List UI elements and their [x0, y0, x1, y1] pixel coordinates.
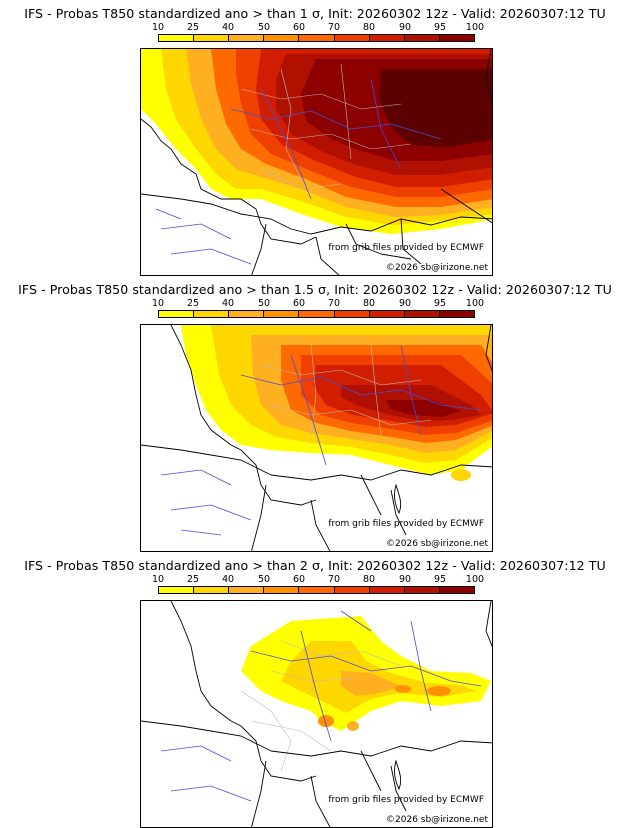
source-credit: from grib files provided by ECMWF	[328, 519, 484, 529]
colorbar-segment	[439, 311, 474, 317]
colorbar-tick: 80	[362, 22, 376, 33]
colorbar-tick: 95	[433, 22, 447, 33]
colorbar-segment	[439, 587, 474, 593]
colorbar-tick: 100	[465, 22, 485, 33]
colorbar-segment	[369, 35, 405, 41]
colorbar-tick: 40	[221, 574, 235, 585]
colorbar-segment	[334, 587, 370, 593]
colorbar-tick: 50	[257, 22, 271, 33]
colorbar-segment	[404, 587, 440, 593]
panel-title: IFS - Probas T850 standardized ano > tha…	[24, 558, 606, 573]
colorbar-tick: 40	[221, 298, 235, 309]
map-canvas	[141, 49, 492, 275]
colorbar	[158, 310, 475, 318]
prob-spot	[318, 715, 334, 727]
colorbar-segment	[159, 35, 195, 41]
probability-map: from grib files provided by ECMWF ©2026 …	[140, 600, 493, 828]
panel-sigma-1: IFS - Probas T850 standardized ano > tha…	[0, 0, 630, 276]
probability-map: from grib files provided by ECMWF ©2026 …	[140, 324, 493, 552]
colorbar-segment	[159, 587, 195, 593]
colorbar-segment	[439, 35, 474, 41]
coastlines	[141, 49, 492, 275]
colorbar-tick: 90	[398, 574, 412, 585]
prob-spot	[347, 721, 359, 731]
prob-spot	[395, 685, 411, 693]
colorbar	[158, 34, 475, 42]
colorbar-tick: 90	[398, 298, 412, 309]
colorbar-ticks: 10 25 40 50 60 70 80 90 95 100	[152, 22, 484, 34]
copyright-credit: ©2026 sb@irizone.net	[386, 263, 488, 273]
colorbar-tick: 80	[362, 298, 376, 309]
colorbar-tick: 10	[151, 574, 165, 585]
copyright-credit: ©2026 sb@irizone.net	[386, 815, 488, 825]
colorbar-tick: 10	[151, 298, 165, 309]
colorbar-segment	[334, 311, 370, 317]
prob-area-100	[379, 69, 492, 147]
colorbar-segment	[194, 587, 230, 593]
colorbar-tick: 50	[257, 298, 271, 309]
colorbar-ticks: 10 25 40 50 60 70 80 90 95 100	[152, 574, 484, 586]
colorbar-tick: 25	[186, 22, 200, 33]
colorbar-segment	[194, 35, 230, 41]
colorbar-tick: 90	[398, 22, 412, 33]
colorbar-tick: 60	[292, 574, 306, 585]
admin-borders	[240, 640, 402, 772]
colorbar-segment	[229, 311, 265, 317]
colorbar-segment	[299, 311, 335, 317]
panel-title: IFS - Probas T850 standardized ano > tha…	[18, 282, 612, 297]
colorbar-segment	[159, 311, 195, 317]
colorbar-tick: 95	[433, 574, 447, 585]
colorbar-segment	[404, 311, 440, 317]
colorbar-segment	[264, 587, 300, 593]
map-canvas	[141, 601, 492, 827]
prob-spot	[451, 469, 471, 481]
colorbar-segment	[299, 587, 335, 593]
colorbar-tick: 50	[257, 574, 271, 585]
copyright-credit: ©2026 sb@irizone.net	[386, 539, 488, 549]
panel-sigma-2: IFS - Probas T850 standardized ano > tha…	[0, 552, 630, 828]
colorbar-tick: 40	[221, 22, 235, 33]
probability-map: from grib files provided by ECMWF ©2026 …	[140, 48, 493, 276]
coastlines	[141, 325, 492, 551]
colorbar-segment	[299, 35, 335, 41]
colorbar-tick: 25	[186, 298, 200, 309]
admin-borders	[260, 344, 432, 436]
prob-area-40	[341, 671, 401, 696]
colorbar-tick: 100	[465, 298, 485, 309]
admin-borders	[240, 63, 412, 190]
colorbar-segment	[264, 35, 300, 41]
rivers	[160, 610, 482, 802]
source-credit: from grib files provided by ECMWF	[328, 795, 484, 805]
colorbar-tick: 10	[151, 22, 165, 33]
colorbar-segment	[369, 311, 405, 317]
colorbar-segment	[334, 35, 370, 41]
prob-area-95	[386, 400, 461, 417]
colorbar	[158, 586, 475, 594]
colorbar-segment	[229, 587, 265, 593]
colorbar-ticks: 10 25 40 50 60 70 80 90 95 100	[152, 298, 484, 310]
coastlines	[141, 601, 492, 827]
panel-sigma-1-5: IFS - Probas T850 standardized ano > tha…	[0, 276, 630, 552]
colorbar-segment	[404, 35, 440, 41]
colorbar-tick: 70	[327, 22, 341, 33]
colorbar-tick: 60	[292, 298, 306, 309]
colorbar-segment	[229, 35, 265, 41]
colorbar-tick: 95	[433, 298, 447, 309]
colorbar-segment	[264, 311, 300, 317]
colorbar-tick: 80	[362, 574, 376, 585]
panel-title: IFS - Probas T850 standardized ano > tha…	[24, 6, 606, 21]
rivers	[155, 78, 442, 265]
colorbar-tick: 70	[327, 574, 341, 585]
prob-spot	[427, 686, 451, 696]
colorbar-tick: 25	[186, 574, 200, 585]
map-canvas	[141, 325, 492, 551]
colorbar-tick: 100	[465, 574, 485, 585]
colorbar-tick: 60	[292, 22, 306, 33]
rivers	[160, 344, 482, 536]
colorbar-segment	[194, 311, 230, 317]
colorbar-segment	[369, 587, 405, 593]
source-credit: from grib files provided by ECMWF	[328, 243, 484, 253]
colorbar-tick: 70	[327, 298, 341, 309]
